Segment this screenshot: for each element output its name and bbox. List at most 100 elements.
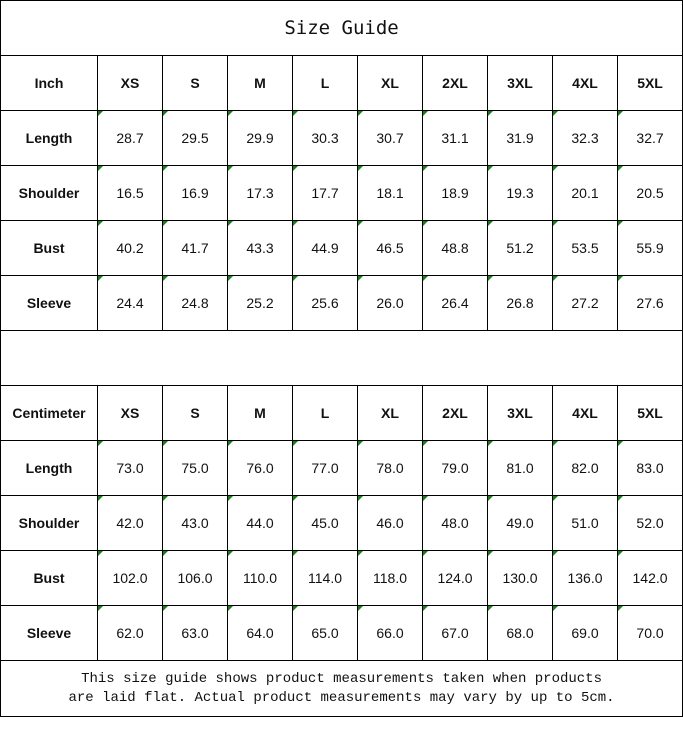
measurement-value: 25.2 <box>227 275 293 331</box>
size-header: 4XL <box>552 55 618 111</box>
size-header: 2XL <box>422 385 488 441</box>
measurement-value: 48.8 <box>422 220 488 276</box>
measurement-value: 75.0 <box>162 440 228 496</box>
size-header: 4XL <box>552 385 618 441</box>
measurement-value: 83.0 <box>616 440 683 496</box>
measurement-value: 18.1 <box>357 165 423 221</box>
measurement-value: 73.0 <box>97 440 163 496</box>
measurement-value: 27.2 <box>552 275 618 331</box>
size-header: 5XL <box>616 55 683 111</box>
measurement-value: 55.9 <box>616 220 683 276</box>
spacer-cell <box>0 330 683 386</box>
note-row: This size guide shows product measuremen… <box>0 660 683 717</box>
measurement-value: 28.7 <box>97 110 163 166</box>
measurement-label: Length <box>0 110 98 166</box>
measurement-value: 49.0 <box>487 495 553 551</box>
measurement-value: 65.0 <box>292 605 358 661</box>
measurement-value: 18.9 <box>422 165 488 221</box>
size-header: XS <box>97 55 163 111</box>
measurement-label: Shoulder <box>0 495 98 551</box>
size-header: 5XL <box>616 385 683 441</box>
page-title: Size Guide <box>0 0 683 56</box>
measurement-label: Bust <box>0 550 98 606</box>
size-header: 3XL <box>487 385 553 441</box>
measurement-value: 31.9 <box>487 110 553 166</box>
table-row: Bust 40.2 41.7 43.3 44.9 46.5 48.8 51.2 53.5 55.9 <box>0 220 683 276</box>
measurement-value: 16.9 <box>162 165 228 221</box>
measurement-value: 24.8 <box>162 275 228 331</box>
measurement-value: 45.0 <box>292 495 358 551</box>
measurement-value: 70.0 <box>616 605 683 661</box>
table-row: Sleeve 24.4 24.8 25.2 25.6 26.0 26.4 26.8 27.2 27… <box>0 275 683 331</box>
table-row: Shoulder 16.5 16.9 17.3 17.7 18.1 18.9 19.3 20.1… <box>0 165 683 221</box>
measurement-value: 136.0 <box>552 550 618 606</box>
inch-header-row: Inch XS S M L XL 2XL 3XL 4XL 5XL <box>0 55 683 111</box>
measurement-value: 25.6 <box>292 275 358 331</box>
measurement-value: 52.0 <box>616 495 683 551</box>
measurement-value: 124.0 <box>422 550 488 606</box>
measurement-value: 32.3 <box>552 110 618 166</box>
measurement-value: 68.0 <box>487 605 553 661</box>
measurement-label: Sleeve <box>0 275 98 331</box>
measurement-value: 142.0 <box>616 550 683 606</box>
measurement-value: 16.5 <box>97 165 163 221</box>
size-header: L <box>292 55 358 111</box>
measurement-value: 114.0 <box>292 550 358 606</box>
size-header: M <box>227 385 293 441</box>
measurement-value: 26.0 <box>357 275 423 331</box>
measurement-value: 64.0 <box>227 605 293 661</box>
measurement-value: 30.3 <box>292 110 358 166</box>
note-line-2: are laid flat. Actual product measuremen… <box>68 689 615 706</box>
measurement-value: 30.7 <box>357 110 423 166</box>
measurement-value: 31.1 <box>422 110 488 166</box>
measurement-label: Length <box>0 440 98 496</box>
measurement-value: 76.0 <box>227 440 293 496</box>
size-header: 2XL <box>422 55 488 111</box>
measurement-value: 63.0 <box>162 605 228 661</box>
measurement-value: 81.0 <box>487 440 553 496</box>
measurement-value: 46.5 <box>357 220 423 276</box>
measurement-value: 48.0 <box>422 495 488 551</box>
measurement-value: 17.3 <box>227 165 293 221</box>
measurement-value: 130.0 <box>487 550 553 606</box>
measurement-label: Sleeve <box>0 605 98 661</box>
size-header: 3XL <box>487 55 553 111</box>
measurement-value: 44.0 <box>227 495 293 551</box>
measurement-value: 19.3 <box>487 165 553 221</box>
measurement-value: 66.0 <box>357 605 423 661</box>
measurement-value: 42.0 <box>97 495 163 551</box>
cm-header-row: Centimeter XS S M L XL 2XL 3XL 4XL 5XL <box>0 385 683 441</box>
measurement-value: 69.0 <box>552 605 618 661</box>
measurement-value: 26.4 <box>422 275 488 331</box>
measurement-value: 24.4 <box>97 275 163 331</box>
measurement-value: 77.0 <box>292 440 358 496</box>
measurement-value: 78.0 <box>357 440 423 496</box>
table-row: Length 73.0 75.0 76.0 77.0 78.0 79.0 81.0 82.0 83… <box>0 440 683 496</box>
size-header: S <box>162 55 228 111</box>
measurement-note: This size guide shows product measuremen… <box>0 660 683 717</box>
measurement-value: 41.7 <box>162 220 228 276</box>
size-header: XS <box>97 385 163 441</box>
table-row: Bust 102.0 106.0 110.0 114.0 118.0 124.0 130.0 1… <box>0 550 683 606</box>
spacer-row <box>0 330 683 386</box>
note-line-1: This size guide shows product measuremen… <box>81 670 602 687</box>
size-header: S <box>162 385 228 441</box>
measurement-label: Shoulder <box>0 165 98 221</box>
unit-label: Inch <box>0 55 98 111</box>
size-header: XL <box>357 385 423 441</box>
measurement-value: 51.2 <box>487 220 553 276</box>
size-header: XL <box>357 55 423 111</box>
table-row: Sleeve 62.0 63.0 64.0 65.0 66.0 67.0 68.0 69.0 70… <box>0 605 683 661</box>
measurement-value: 26.8 <box>487 275 553 331</box>
size-header: M <box>227 55 293 111</box>
measurement-value: 20.1 <box>552 165 618 221</box>
table-row: Length 28.7 29.5 29.9 30.3 30.7 31.1 31.9 32.3 32… <box>0 110 683 166</box>
size-header: L <box>292 385 358 441</box>
measurement-value: 53.5 <box>552 220 618 276</box>
measurement-value: 82.0 <box>552 440 618 496</box>
table-row: Shoulder 42.0 43.0 44.0 45.0 46.0 48.0 49.0 51.0… <box>0 495 683 551</box>
measurement-value: 43.0 <box>162 495 228 551</box>
measurement-label: Bust <box>0 220 98 276</box>
measurement-value: 29.5 <box>162 110 228 166</box>
